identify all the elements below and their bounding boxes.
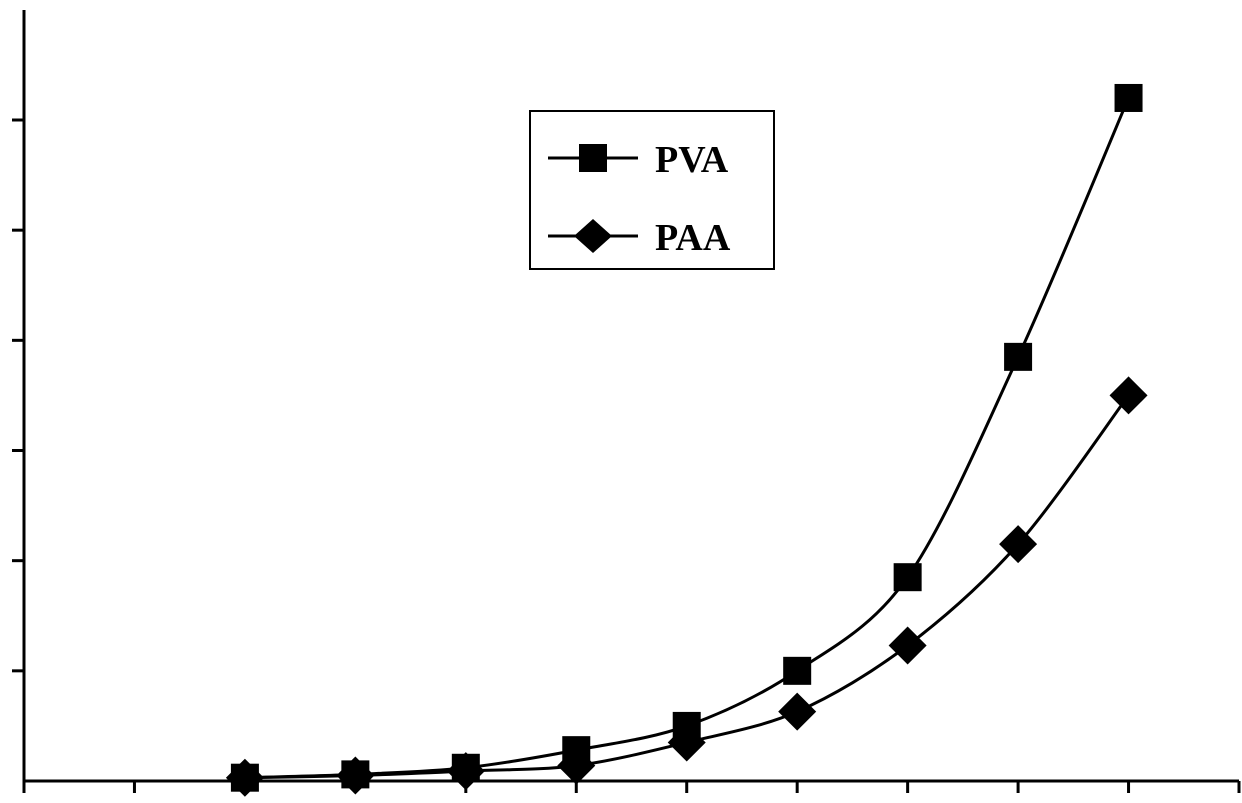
data-point-paa (667, 723, 706, 762)
data-point-paa (557, 746, 596, 785)
data-point-paa (446, 752, 485, 791)
data-point-pva (1114, 83, 1143, 112)
data-point-paa (778, 692, 817, 731)
data-point-paa (225, 758, 264, 797)
data-point-pva (1004, 342, 1033, 371)
data-point-pva (783, 656, 812, 685)
legend-box (529, 110, 775, 270)
data-point-paa (888, 626, 927, 665)
legend-label-pva: PVA (655, 139, 729, 181)
data-point-paa (336, 756, 375, 795)
data-point-pva (893, 563, 922, 592)
data-point-paa (1109, 376, 1148, 415)
data-point-paa (999, 525, 1038, 564)
series-line-paa (244, 394, 1130, 780)
series-paa (225, 376, 1148, 797)
legend: PVA PAA (529, 110, 775, 270)
series-layer (225, 83, 1148, 797)
legend-marker-paa (574, 219, 612, 253)
legend-marker-pva (579, 144, 607, 172)
legend-label-paa: PAA (655, 217, 731, 259)
